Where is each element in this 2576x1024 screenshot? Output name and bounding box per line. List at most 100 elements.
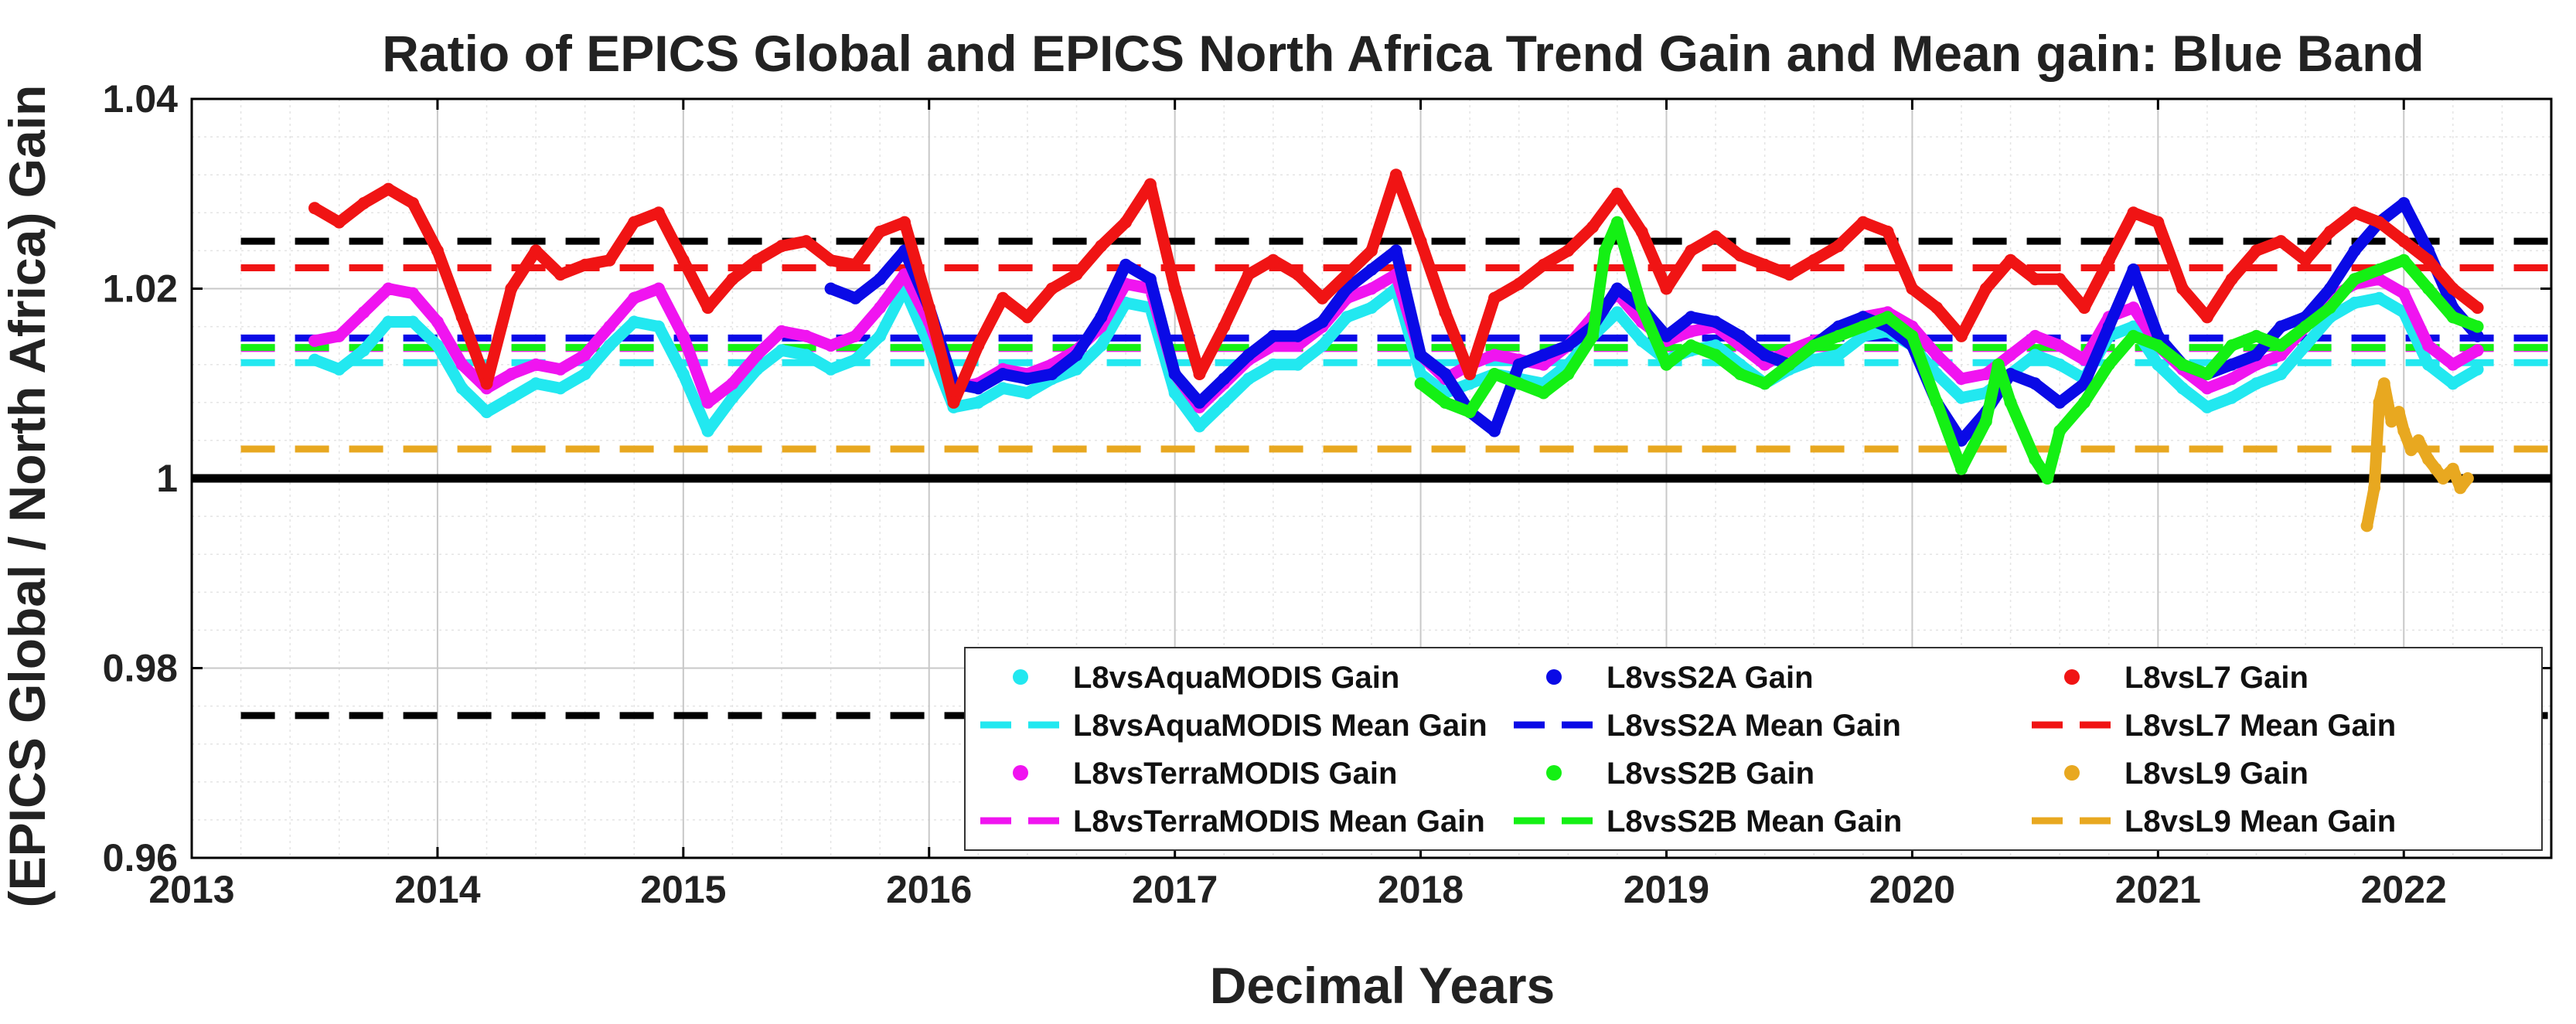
data-point [2127, 320, 2140, 333]
data-point [2404, 444, 2418, 457]
legend-marker [2064, 669, 2080, 685]
data-point [1808, 353, 1821, 366]
data-point [1365, 244, 1378, 257]
data-point [2323, 225, 2336, 238]
data-point [2053, 339, 2067, 352]
data-point [2274, 349, 2288, 362]
data-point [578, 368, 591, 380]
data-point [1979, 282, 1992, 295]
data-point [1414, 377, 1427, 390]
data-point [2102, 358, 2115, 371]
data-point [1808, 253, 1821, 267]
data-point [1979, 415, 1992, 428]
data-point [2397, 424, 2411, 437]
data-point [2454, 481, 2467, 495]
data-point [972, 382, 985, 395]
data-point [1512, 358, 1525, 371]
data-point [1218, 373, 1231, 386]
x-tick-label: 2013 [148, 868, 234, 911]
data-point [530, 244, 543, 257]
data-point [1414, 368, 1427, 380]
legend-label: L8vsAquaMODIS Mean Gain [1073, 709, 1487, 743]
legend-label: L8vsS2B Gain [1607, 757, 1814, 791]
data-point [2102, 253, 2115, 267]
data-point [2471, 329, 2484, 342]
data-point [2250, 329, 2263, 342]
data-point [2200, 382, 2213, 395]
data-point [2029, 273, 2042, 286]
data-point [1218, 320, 1231, 333]
data-point [1930, 301, 1944, 315]
data-point [2029, 453, 2042, 466]
data-point [2004, 396, 2017, 409]
data-point [2373, 396, 2386, 409]
data-point [480, 406, 493, 419]
data-point [2102, 320, 2115, 333]
data-point [357, 197, 370, 209]
data-point [357, 344, 370, 357]
data-point [480, 377, 493, 390]
data-point [1414, 235, 1427, 248]
data-point [1808, 339, 1821, 352]
data-point [554, 362, 567, 376]
data-point [2323, 301, 2336, 315]
data-point [1512, 377, 1525, 390]
data-point [1783, 344, 1796, 357]
data-point [1709, 349, 1722, 362]
data-point [1316, 315, 1329, 328]
y-tick-label: 1.04 [103, 77, 179, 121]
legend-label: L8vsTerraMODIS Mean Gain [1073, 805, 1485, 839]
data-point [1021, 373, 1034, 386]
legend-label: L8vsS2A Mean Gain [1607, 709, 1901, 743]
x-tick-label: 2017 [1132, 868, 1218, 911]
data-point [1537, 386, 1550, 400]
data-point [751, 253, 764, 267]
data-point [431, 339, 444, 352]
legend-marker [1546, 669, 1562, 685]
data-point [1389, 244, 1402, 257]
data-point [2471, 320, 2484, 333]
data-point [2373, 216, 2386, 229]
data-point [2397, 235, 2411, 248]
data-point [701, 424, 714, 437]
data-point [2176, 382, 2189, 395]
data-point [2373, 291, 2386, 304]
data-point [1168, 386, 1181, 400]
legend-label: L8vsL7 Mean Gain [2125, 709, 2396, 743]
data-point [972, 396, 985, 409]
data-point [653, 206, 665, 219]
data-point [2446, 358, 2459, 371]
data-point [2053, 273, 2067, 286]
data-point [1610, 306, 1624, 319]
data-point [1095, 311, 1108, 324]
data-point [799, 329, 813, 342]
data-point [1365, 282, 1378, 295]
data-point [775, 325, 788, 338]
data-point [2323, 282, 2336, 295]
data-point [2200, 311, 2213, 324]
x-axis-label: Decimal Years [1210, 957, 1555, 1014]
data-point [1439, 396, 1452, 409]
data-point [2274, 368, 2288, 380]
data-point [2422, 282, 2435, 295]
data-point [2053, 396, 2067, 409]
data-point [849, 353, 862, 366]
data-point [1389, 168, 1402, 182]
data-point [874, 273, 887, 286]
data-point [407, 197, 420, 209]
data-point [1291, 339, 1304, 352]
data-point [2299, 253, 2312, 267]
data-point [1341, 268, 1354, 281]
legend-label: L8vsS2B Mean Gain [1607, 805, 1902, 839]
data-point [676, 253, 690, 267]
data-point [1758, 258, 1771, 271]
data-point [2392, 406, 2405, 419]
data-point [2225, 358, 2238, 371]
data-point [505, 282, 518, 295]
data-point [997, 382, 1010, 395]
data-point [2078, 377, 2090, 390]
data-point [1439, 306, 1452, 319]
data-point [1193, 420, 1206, 433]
data-point [1045, 282, 1058, 295]
data-point [332, 216, 346, 229]
